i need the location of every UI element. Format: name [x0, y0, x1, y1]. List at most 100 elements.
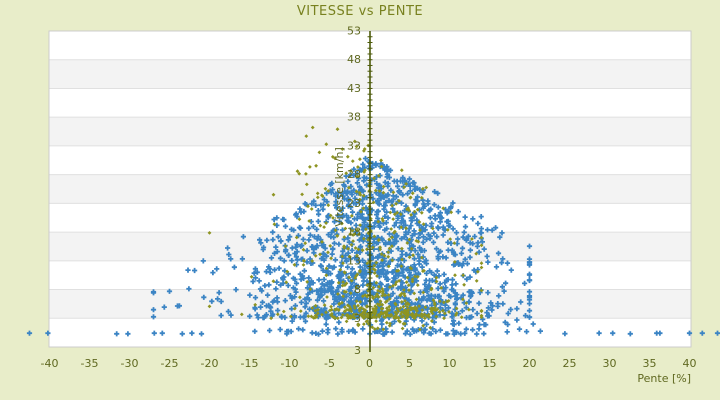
data-point-blue — [340, 289, 346, 295]
data-point-blue — [427, 268, 433, 274]
data-point-blue — [411, 256, 417, 262]
data-point-blue — [300, 314, 307, 320]
data-point-blue — [424, 270, 430, 276]
data-point-blue — [338, 263, 344, 269]
data-point-olive — [356, 247, 361, 252]
data-point-blue — [400, 175, 406, 181]
data-point-blue — [451, 318, 457, 324]
data-point-blue — [355, 211, 361, 218]
data-point-blue — [266, 264, 272, 270]
data-point-blue — [381, 267, 387, 273]
data-point-blue — [426, 207, 432, 213]
data-point-blue — [392, 237, 398, 243]
data-point-blue — [427, 233, 433, 239]
data-point-blue — [435, 253, 441, 260]
data-point-blue — [399, 285, 405, 291]
data-point-blue — [380, 331, 386, 337]
y-tick-label: 3 — [354, 312, 361, 325]
data-point-olive — [380, 258, 384, 262]
data-point-blue — [377, 269, 383, 275]
data-point-blue — [398, 200, 405, 206]
data-point-blue — [425, 201, 431, 207]
data-point-olive — [342, 289, 347, 294]
data-point-blue — [378, 186, 384, 192]
data-point-blue — [306, 275, 312, 281]
data-point-olive — [464, 301, 469, 305]
data-point-blue — [407, 278, 413, 284]
data-point-blue — [337, 304, 343, 310]
data-point-olive — [317, 150, 322, 155]
data-point-blue — [408, 237, 414, 243]
data-point-blue — [450, 226, 456, 232]
data-point-blue — [400, 273, 406, 279]
data-point-blue — [294, 249, 300, 255]
data-point-blue — [485, 290, 491, 296]
data-point-blue — [423, 222, 429, 228]
data-point-blue — [526, 262, 533, 268]
data-point-blue — [150, 307, 157, 313]
data-point-blue — [408, 314, 414, 320]
data-point-olive — [358, 300, 363, 304]
data-point-olive — [374, 280, 379, 285]
data-point-blue — [325, 215, 331, 221]
data-point-blue — [398, 236, 405, 242]
data-point-blue — [500, 301, 506, 307]
data-point-blue — [365, 215, 371, 221]
data-point-blue — [354, 231, 360, 237]
data-point-olive — [372, 315, 377, 319]
data-point-olive — [398, 306, 403, 310]
data-point-blue — [344, 217, 350, 223]
data-point-blue — [416, 207, 422, 213]
data-point-blue — [493, 225, 499, 231]
data-point-blue — [448, 240, 454, 246]
data-point-blue — [455, 260, 461, 266]
data-point-blue — [417, 186, 423, 193]
data-point-blue — [352, 195, 358, 201]
data-point-blue — [315, 218, 321, 224]
data-point-blue — [324, 311, 330, 317]
data-point-blue — [431, 230, 437, 236]
data-point-blue — [405, 229, 411, 235]
data-point-olive — [441, 308, 445, 313]
data-point-blue — [391, 318, 398, 325]
data-point-blue — [445, 239, 451, 245]
data-point-blue — [452, 306, 458, 312]
y-axis-extra-bottom-label: 3 — [354, 344, 361, 357]
data-point-blue — [399, 213, 405, 219]
data-point-blue — [274, 215, 280, 221]
data-point-blue — [349, 247, 355, 253]
data-point-olive — [420, 255, 424, 260]
data-point-olive — [391, 190, 396, 195]
data-point-blue — [419, 228, 425, 234]
data-point-blue — [365, 239, 371, 245]
data-point-olive — [380, 306, 385, 311]
data-point-olive — [371, 285, 376, 290]
data-point-olive — [404, 280, 409, 285]
data-point-blue — [345, 178, 351, 184]
y-tick-label: 13 — [347, 254, 361, 267]
data-point-olive — [374, 260, 379, 265]
data-point-blue — [275, 307, 281, 314]
data-point-blue — [345, 197, 351, 203]
data-point-blue — [407, 331, 413, 337]
data-point-blue — [428, 223, 434, 229]
data-point-blue — [411, 228, 417, 234]
data-point-blue — [474, 331, 480, 337]
data-point-blue — [231, 264, 237, 270]
data-point-blue — [214, 266, 220, 272]
data-point-blue — [335, 331, 341, 337]
data-point-olive — [396, 268, 401, 273]
data-point-olive — [365, 312, 370, 316]
data-point-blue — [375, 215, 381, 221]
data-point-olive — [372, 271, 377, 275]
data-point-blue — [423, 236, 430, 242]
data-point-blue — [387, 167, 394, 173]
data-point-blue — [364, 278, 370, 284]
data-point-olive — [343, 226, 348, 231]
data-point-olive — [375, 292, 379, 296]
data-point-blue — [359, 296, 365, 302]
data-point-olive — [358, 312, 363, 317]
data-point-blue — [371, 224, 377, 230]
data-point-blue — [411, 328, 417, 334]
data-point-olive — [386, 293, 391, 297]
